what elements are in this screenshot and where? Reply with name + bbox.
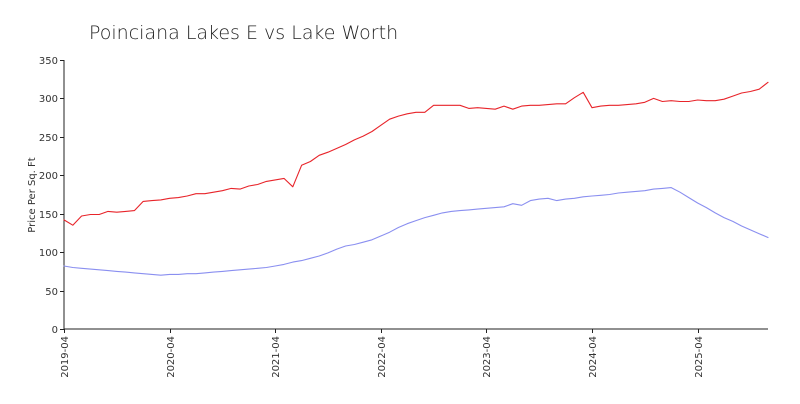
y-tick-label: 200 — [39, 171, 58, 182]
y-axis-title: Price Per Sq. Ft — [27, 157, 38, 232]
x-tick-label: 2020-04 — [166, 336, 177, 378]
y-tick-label: 250 — [39, 133, 58, 144]
x-tick-label: 2025-04 — [694, 336, 705, 378]
y-tick-label: 100 — [39, 248, 58, 259]
y-tick-label: 300 — [39, 94, 58, 105]
x-tick-label: 2023-04 — [482, 336, 493, 378]
y-tick-label: 350 — [39, 56, 58, 67]
y-tick-label: 50 — [45, 287, 58, 298]
x-tick-label: 2024-04 — [588, 336, 599, 378]
y-tick-label: 150 — [39, 210, 58, 221]
x-tick-label: 2019-04 — [60, 336, 71, 378]
series-line-1 — [63, 81, 769, 226]
chart-title: Poinciana Lakes E vs Lake Worth — [89, 22, 398, 44]
series-line-2 — [63, 187, 769, 276]
x-tick-label: 2021-04 — [271, 336, 282, 378]
axes: 0 50 100 150 200 250 300 350 2019-04 2020-04 2021-… — [39, 56, 768, 378]
x-tick-label: 2022-04 — [377, 336, 388, 378]
series-layer — [63, 81, 769, 276]
y-tick-label: 0 — [52, 325, 58, 336]
